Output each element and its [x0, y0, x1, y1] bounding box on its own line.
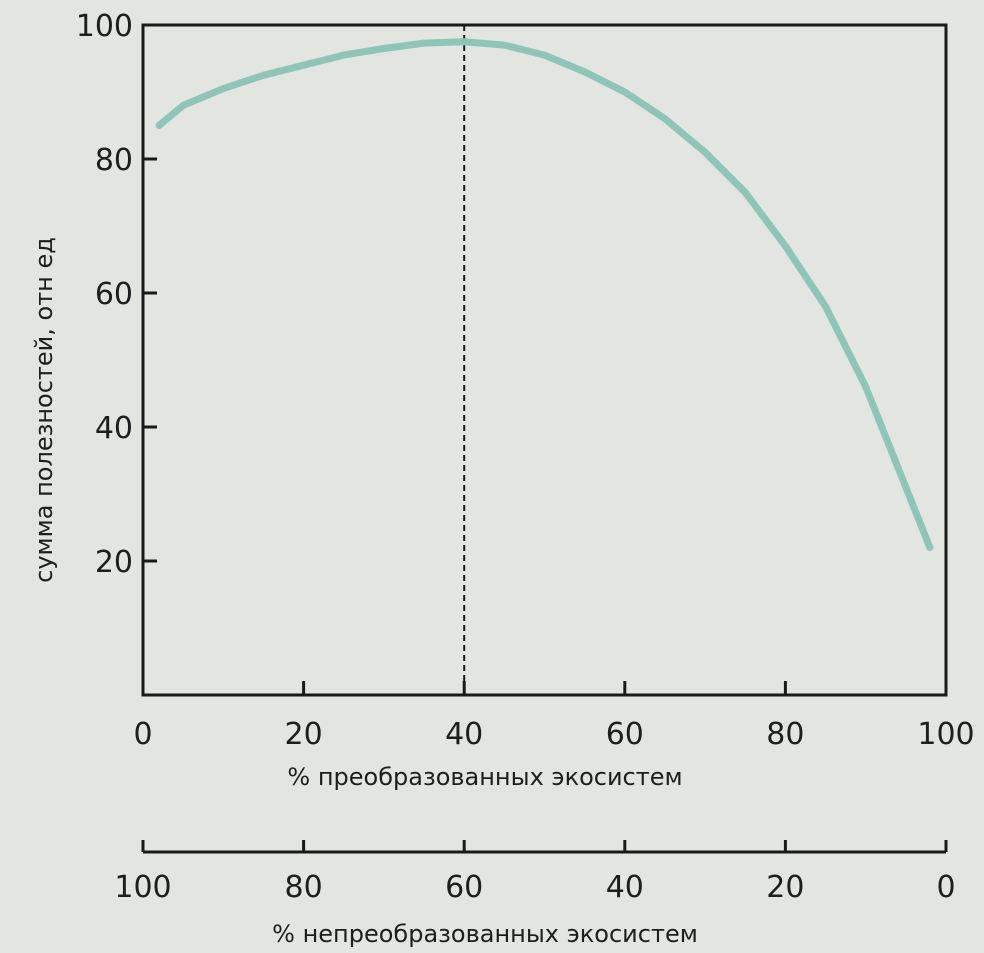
series-line: [155, 38, 934, 552]
y-tick-label: 80: [95, 143, 133, 178]
plot-frame: [141, 23, 948, 697]
x2-axis-title: % непреобразованных экосистем: [272, 920, 698, 948]
y-tick-label: 40: [95, 411, 133, 446]
x-tick-label: 80: [766, 717, 804, 752]
y-tick-label: 60: [95, 277, 133, 312]
y-tick-label: 100: [76, 9, 133, 44]
x2-tick-label: 20: [766, 870, 804, 905]
y-tick-label: 20: [95, 545, 133, 580]
x2-tick-label: 80: [285, 870, 323, 905]
secondary-axis: 100 80 60 40 20 0: [114, 840, 956, 905]
y-axis-title: сумма полезностей, отн ед: [30, 237, 58, 583]
x-tick-label: 20: [285, 717, 323, 752]
x-tick-label: 0: [133, 717, 152, 752]
x-tick-label: 100: [917, 717, 974, 752]
x-tick-label: 60: [606, 717, 644, 752]
x2-tick-label: 0: [936, 870, 955, 905]
x-tick-label: 40: [445, 717, 483, 752]
plot-area: 0 20 40 60 80 100 20 40 60 80 100: [76, 9, 975, 752]
x2-tick-label: 60: [445, 870, 483, 905]
x2-tick-label: 40: [606, 870, 644, 905]
x2-tick-label: 100: [114, 870, 171, 905]
x-axis-title: % преобразованных экосистем: [287, 763, 682, 791]
